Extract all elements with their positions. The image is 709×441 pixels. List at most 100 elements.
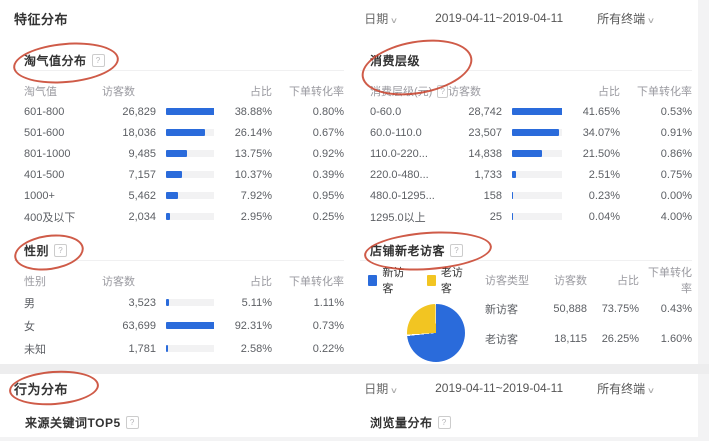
date-range-value[interactable]: 2019-04-11~2019-04-11 bbox=[435, 381, 564, 395]
table-row: 0-60.0 28,742 41.65% 0.53% bbox=[360, 101, 692, 122]
behavior-section-header: 行为分布 日期 ∨ 2019-04-11~2019-04-11 所有终端 ∨ bbox=[14, 378, 656, 398]
pie-chart-area bbox=[360, 294, 485, 362]
bar-cell bbox=[508, 150, 562, 157]
help-icon[interactable]: ? bbox=[91, 53, 105, 67]
table-row: 110.0-220... 14,838 21.50% 0.86% bbox=[360, 143, 692, 164]
conversion-rate: 0.22% bbox=[312, 342, 344, 355]
bar-fill bbox=[166, 345, 168, 352]
table-row: 801-1000 9,485 13.75% 0.92% bbox=[14, 143, 344, 164]
panel-taoqi-distribution: 淘气值分布 ? 淘气值 访客数 占比 下单转化率 601-800 26,829 38.88%… bbox=[14, 50, 344, 227]
bar-fill bbox=[512, 171, 516, 178]
table-row: 480.0-1295... 158 0.23% 0.00% bbox=[360, 185, 692, 206]
conversion-rate: 0.43% bbox=[660, 303, 692, 315]
date-filter-label: 日期 bbox=[364, 381, 389, 396]
conversion-rate: 0.39% bbox=[312, 168, 344, 181]
visitor-count: 7,157 bbox=[128, 168, 156, 181]
row-label: 220.0-480... bbox=[370, 168, 429, 181]
new-old-visitors-pie-chart bbox=[407, 304, 465, 362]
conversion-rate: 0.75% bbox=[660, 168, 692, 181]
share-percent: 73.75% bbox=[601, 303, 639, 315]
share-percent: 41.65% bbox=[582, 105, 620, 118]
source-keywords-title: 来源关键词TOP5 bbox=[25, 416, 121, 430]
bar-cell bbox=[162, 213, 214, 220]
share-percent: 92.31% bbox=[234, 319, 272, 332]
visitors-legend-header-row: 新访客 老访客 访客类型 访客数 占比 下单转化率 bbox=[360, 267, 692, 295]
row-label: 801-1000 bbox=[24, 147, 71, 160]
pageview-distribution-title: 浏览量分布 bbox=[370, 416, 433, 430]
col-header-text: 消费层级(元) bbox=[370, 86, 433, 98]
visitor-type: 老访客 bbox=[485, 334, 518, 346]
chevron-down-icon: ∨ bbox=[390, 385, 399, 395]
row-label: 110.0-220... bbox=[370, 147, 428, 160]
bar-fill bbox=[166, 213, 171, 220]
feature-filters: 日期 ∨ 2019-04-11~2019-04-11 所有终端 ∨ bbox=[364, 10, 656, 27]
table-row: 未知 1,781 2.58% 0.22% bbox=[14, 337, 344, 360]
feature-section-title: 特征分布 bbox=[14, 11, 69, 27]
visitor-count: 18,036 bbox=[122, 126, 156, 139]
legend-item[interactable]: 新访客 bbox=[368, 264, 411, 296]
row-label: 1295.0以上 bbox=[370, 211, 426, 224]
bar-track bbox=[512, 213, 562, 220]
bar-cell bbox=[162, 299, 214, 306]
help-icon[interactable]: ? bbox=[54, 243, 68, 257]
col-share: 占比 bbox=[617, 275, 639, 287]
bar-track bbox=[166, 213, 214, 220]
visitor-count: 3,523 bbox=[128, 296, 156, 309]
table-row: 601-800 26,829 38.88% 0.80% bbox=[14, 101, 344, 122]
row-label: 0-60.0 bbox=[370, 105, 402, 118]
table-row: 男 3,523 5.11% 1.11% bbox=[14, 291, 344, 314]
bar-fill bbox=[166, 322, 214, 329]
visitor-count: 23,507 bbox=[468, 126, 502, 139]
legend-swatch-icon bbox=[426, 274, 436, 286]
date-filter-dropdown[interactable]: 日期 ∨ bbox=[364, 10, 398, 27]
table-header-row: 性别 访客数 占比 下单转化率 bbox=[14, 271, 344, 291]
bar-fill bbox=[166, 299, 170, 306]
col-header-text: 淘气值 bbox=[24, 86, 57, 98]
help-icon[interactable]: ? bbox=[437, 416, 451, 429]
terminal-filter-dropdown[interactable]: 所有终端 ∨ bbox=[597, 380, 656, 397]
panel-new-old-visitors: 店铺新老访客 ? 新访客 老访客 访客类型 访客数 占比 下单转化率 新访客 50,… bbox=[360, 240, 692, 362]
chevron-down-icon: ∨ bbox=[646, 15, 656, 25]
col-header-share: 占比 bbox=[598, 86, 620, 98]
row-label: 女 bbox=[24, 320, 35, 333]
bar-cell bbox=[508, 213, 562, 220]
panel-consume-head: 消费层级 bbox=[360, 50, 692, 71]
conversion-rate: 0.67% bbox=[312, 126, 344, 139]
terminal-filter-value: 所有终端 bbox=[597, 11, 646, 26]
help-icon[interactable]: ? bbox=[437, 84, 448, 98]
visitor-count: 1,733 bbox=[474, 168, 502, 181]
consume-table: 消费层级(元)? 访客数 占比 下单转化率 0-60.0 28,742 41.65% 0.53… bbox=[360, 81, 692, 227]
date-filter-dropdown[interactable]: 日期 ∨ bbox=[364, 380, 399, 397]
panel-gender: 性别 ? 性别 访客数 占比 下单转化率男 3,523 5.11% 1.11% 女 63,699… bbox=[14, 240, 344, 360]
row-label: 1000+ bbox=[24, 189, 55, 202]
terminal-filter-dropdown[interactable]: 所有终端 ∨ bbox=[597, 10, 656, 27]
panel-gender-head: 性别 ? bbox=[14, 240, 344, 261]
gender-table: 性别 访客数 占比 下单转化率男 3,523 5.11% 1.11% 女 63,699 92.31… bbox=[14, 271, 344, 360]
chevron-down-icon: ∨ bbox=[646, 385, 656, 395]
table-header-row: 淘气值 访客数 占比 下单转化率 bbox=[14, 81, 344, 101]
bar-fill bbox=[512, 108, 562, 115]
col-header-visitors: 访客数 bbox=[102, 86, 135, 98]
bar-fill bbox=[166, 150, 187, 157]
conversion-rate: 1.60% bbox=[660, 333, 692, 345]
help-icon[interactable]: ? bbox=[125, 416, 139, 429]
bar-cell bbox=[508, 129, 562, 136]
bar-cell bbox=[162, 171, 214, 178]
conversion-rate: 0.25% bbox=[312, 210, 344, 223]
legend-item[interactable]: 老访客 bbox=[426, 264, 470, 296]
panel-consume-title: 消费层级 bbox=[370, 53, 421, 68]
visitors-table-row: 新访客 50,888 73.75% 0.43% bbox=[485, 294, 692, 324]
table-row: 60.0-110.0 23,507 34.07% 0.91% bbox=[360, 122, 692, 143]
row-label: 501-600 bbox=[24, 126, 65, 139]
date-range-value[interactable]: 2019-04-11~2019-04-11 bbox=[435, 11, 564, 25]
help-icon[interactable]: ? bbox=[450, 243, 464, 257]
col-visitor-count: 访客数 bbox=[554, 275, 587, 287]
table-row: 501-600 18,036 26.14% 0.67% bbox=[14, 122, 344, 143]
share-percent: 2.95% bbox=[240, 210, 272, 223]
row-label: 60.0-110.0 bbox=[370, 126, 422, 139]
col-conversion: 下单转化率 bbox=[648, 267, 692, 295]
visitors-table-row: 老访客 18,115 26.25% 1.60% bbox=[485, 324, 692, 354]
visitor-count: 14,838 bbox=[468, 147, 502, 160]
table-row: 220.0-480... 1,733 2.51% 0.75% bbox=[360, 164, 692, 185]
visitor-count: 50,888 bbox=[553, 303, 587, 315]
